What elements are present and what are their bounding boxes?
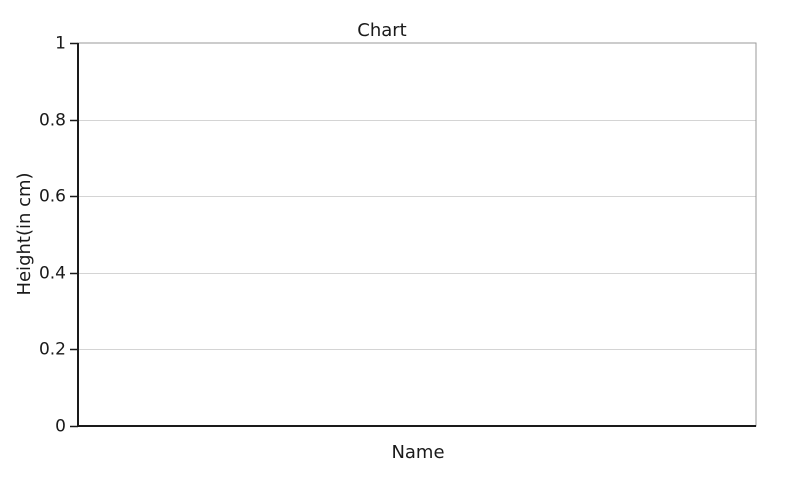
- x-axis-label: Name: [391, 442, 444, 463]
- y-tick-label: 0.4: [39, 264, 66, 284]
- y-tick-label: 0.6: [39, 187, 66, 207]
- y-tick-label: 0: [55, 417, 66, 437]
- gridlines: [78, 120, 756, 350]
- chart-title: Chart: [357, 20, 406, 41]
- y-tick-label: 0.2: [39, 340, 66, 360]
- y-axis-label: Height(in cm): [14, 172, 35, 295]
- y-tick-label: 1: [55, 34, 66, 54]
- y-tick-label: 0.8: [39, 111, 66, 131]
- plot-area-frame: [77, 42, 757, 427]
- y-axis-ticks: 0 0.2 0.4 0.6 0.8 1: [39, 34, 78, 437]
